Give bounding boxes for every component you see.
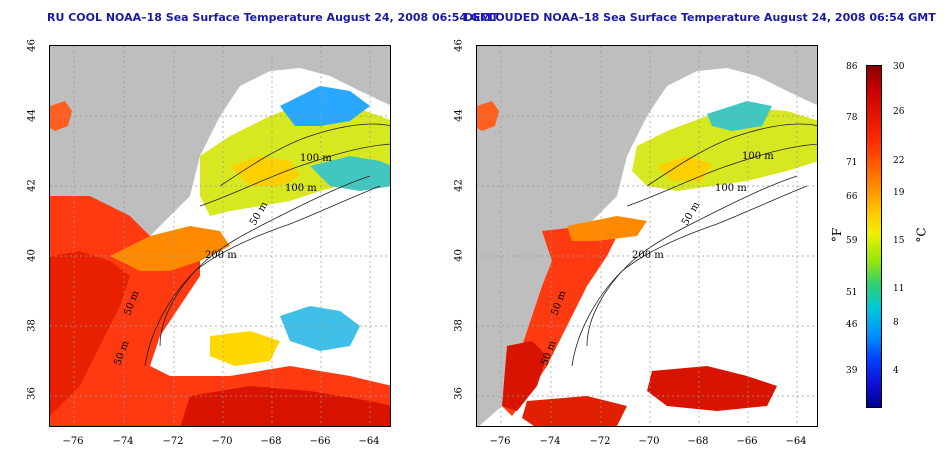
celsius-tick-label: 22 <box>893 156 905 166</box>
lat-tick-label: 38 <box>26 319 38 332</box>
lat-tick-label: 40 <box>26 249 38 262</box>
lat-tick-label: 46 <box>26 39 38 52</box>
contour-label: 100 m <box>285 183 317 194</box>
depth-contour <box>586 175 798 347</box>
lon-tick-label: −66 <box>736 436 758 447</box>
contour-label: 50 m <box>680 200 702 228</box>
left-sst-map[interactable]: 100 m 100 m 50 m 200 m 50 m 50 m <box>49 45 391 427</box>
lon-tick-label: −74 <box>539 436 561 447</box>
lat-tick-label: 40 <box>453 249 465 262</box>
lat-tick-label: 44 <box>453 109 465 122</box>
lon-tick-label: −72 <box>589 436 611 447</box>
fahrenheit-tick-label: 66 <box>846 192 858 202</box>
land-mass <box>477 46 817 426</box>
lon-tick-label: −64 <box>358 436 380 447</box>
celsius-tick-label: 11 <box>893 284 905 294</box>
lon-tick-label: −70 <box>638 436 660 447</box>
fahrenheit-unit-label: °F <box>830 227 845 243</box>
contour-label: 100 m <box>742 151 774 162</box>
right-sst-map[interactable]: 100 m 100 m 50 m 200 m 50 m 50 m <box>476 45 818 427</box>
fahrenheit-tick-label: 71 <box>846 158 858 168</box>
lon-tick-label: −68 <box>260 436 282 447</box>
depth-contour <box>199 143 390 207</box>
depth-contour <box>144 185 381 367</box>
contour-label: 100 m <box>300 153 332 164</box>
lat-tick-label: 46 <box>453 39 465 52</box>
graticule <box>50 46 390 426</box>
lon-tick-label: −64 <box>785 436 807 447</box>
left-map-canvas: 100 m 100 m 50 m 200 m 50 m 50 m <box>50 46 390 426</box>
celsius-tick-label: 4 <box>893 366 899 376</box>
temperature-colorbar <box>866 65 882 408</box>
lat-tick-label: 36 <box>453 387 465 400</box>
depth-contour <box>646 123 817 187</box>
lat-tick-label: 38 <box>453 319 465 332</box>
lon-tick-label: −74 <box>112 436 134 447</box>
fahrenheit-tick-label: 86 <box>846 62 858 72</box>
depth-contour <box>571 185 808 367</box>
right-map-canvas: 100 m 100 m 50 m 200 m 50 m 50 m <box>477 46 817 426</box>
celsius-tick-label: 26 <box>893 107 905 117</box>
lat-tick-label: 44 <box>26 109 38 122</box>
lon-tick-label: −72 <box>162 436 184 447</box>
depth-contour <box>219 123 390 187</box>
graticule <box>477 46 817 426</box>
depth-contour <box>626 143 817 207</box>
celsius-tick-label: 30 <box>893 62 905 72</box>
contour-label: 100 m <box>715 183 747 194</box>
lat-tick-label: 42 <box>26 179 38 192</box>
right-map-title: DECLOUDED NOAA–18 Sea Surface Temperatur… <box>464 11 936 24</box>
depth-contour <box>159 175 371 347</box>
celsius-unit-label: °C <box>914 227 929 243</box>
fahrenheit-tick-label: 51 <box>846 288 858 298</box>
lat-tick-label: 42 <box>453 179 465 192</box>
celsius-tick-label: 15 <box>893 236 905 246</box>
land-mass <box>50 46 390 426</box>
lon-tick-label: −66 <box>309 436 331 447</box>
contour-label: 200 m <box>205 250 237 261</box>
fahrenheit-tick-label: 46 <box>846 320 858 330</box>
fahrenheit-tick-label: 39 <box>846 366 858 376</box>
lon-tick-label: −76 <box>62 436 84 447</box>
fahrenheit-tick-label: 78 <box>846 113 858 123</box>
celsius-tick-label: 8 <box>893 318 899 328</box>
left-map-title: RU COOL NOAA–18 Sea Surface Temperature … <box>47 11 499 24</box>
lon-tick-label: −76 <box>489 436 511 447</box>
lat-tick-label: 36 <box>26 387 38 400</box>
contour-label: 200 m <box>632 250 664 261</box>
lon-tick-label: −70 <box>211 436 233 447</box>
fahrenheit-tick-label: 59 <box>846 236 858 246</box>
lon-tick-label: −68 <box>687 436 709 447</box>
celsius-tick-label: 19 <box>893 188 905 198</box>
